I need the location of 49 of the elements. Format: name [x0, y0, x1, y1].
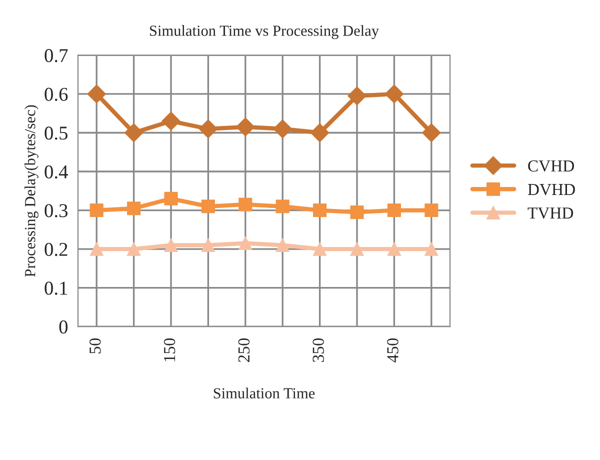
point: [350, 205, 364, 219]
point: [162, 112, 180, 130]
point: [384, 84, 404, 104]
y-tick-label: 0.2: [44, 242, 68, 256]
point: [201, 238, 215, 252]
point: [87, 84, 106, 104]
point: [310, 123, 330, 142]
x-tick-label: 250: [238, 338, 250, 362]
point: [198, 120, 218, 138]
y-tick-label: 0: [59, 320, 68, 334]
y-tick-label: 0.4: [44, 165, 68, 179]
point: [127, 242, 141, 256]
point: [164, 238, 178, 252]
point: [387, 204, 401, 218]
x-tick-label: 150: [164, 338, 176, 362]
point: [90, 242, 104, 256]
point: [348, 86, 366, 106]
point: [238, 236, 252, 250]
point: [201, 200, 215, 214]
point: [276, 200, 290, 214]
x-axis-title: Simulation Time: [214, 388, 315, 398]
point: [90, 204, 104, 218]
y-tick-label: 0.7: [44, 49, 68, 62]
point: [313, 204, 327, 218]
legend-label: TVHD: [528, 208, 574, 219]
chart-title: Simulation Time vs Processing Delay: [150, 25, 379, 40]
point: [238, 198, 252, 212]
legend-label: CVHD: [528, 160, 574, 172]
x-tick-label: 350: [312, 338, 324, 362]
x-tick-label: 50: [90, 338, 101, 354]
x-tick-label: 450: [387, 338, 398, 362]
y-tick-label: 0.1: [44, 282, 68, 295]
legend-label: DVHD: [528, 184, 575, 196]
point: [273, 120, 292, 138]
point: [313, 242, 327, 256]
point: [424, 242, 438, 256]
y-tick-label: 0.6: [44, 88, 68, 101]
point: [422, 123, 441, 142]
point: [236, 118, 255, 136]
y-axis-title: Processing Delay(bytes/sec): [24, 105, 38, 277]
point: [276, 238, 290, 252]
y-tick-label: 0.5: [44, 126, 68, 140]
y-tick-label: 0.3: [44, 204, 68, 218]
point: [387, 242, 401, 256]
point: [424, 204, 438, 218]
point: [124, 123, 144, 142]
point: [350, 242, 364, 256]
point: [164, 192, 178, 206]
point: [127, 202, 141, 216]
